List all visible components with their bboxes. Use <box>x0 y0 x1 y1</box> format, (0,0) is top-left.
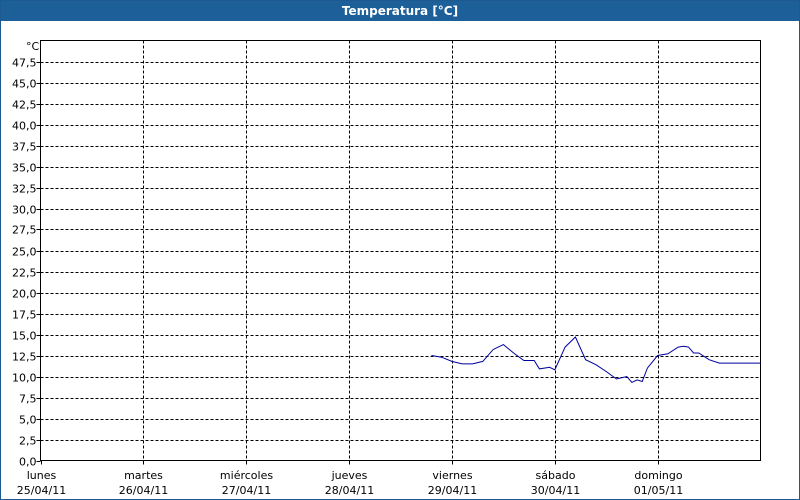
x-tick-date-label: 26/04/11 <box>119 484 168 497</box>
y-tick-label: 15,0 <box>12 330 37 343</box>
y-tick-label: 30,0 <box>12 204 37 217</box>
y-tick-label: 20,0 <box>12 288 37 301</box>
x-tick-date-label: 28/04/11 <box>325 484 374 497</box>
y-tick-label: 5,0 <box>19 414 37 427</box>
x-tick-day-label: miércoles <box>220 469 273 482</box>
y-tick-label: 40,0 <box>12 120 37 133</box>
x-tick-day-label: jueves <box>331 469 368 482</box>
y-tick-label: 12,5 <box>12 351 37 364</box>
y-tick-label: 7,5 <box>19 393 37 406</box>
y-tick-label: 37,5 <box>12 141 37 154</box>
y-axis-unit-label: °C <box>26 40 40 53</box>
x-tick-day-label: sábado <box>536 469 576 482</box>
x-tick-day-label: martes <box>124 469 163 482</box>
window-title: Temperatura [°C] <box>1 1 799 21</box>
x-tick-date-label: 27/04/11 <box>222 484 271 497</box>
grid-lines <box>40 40 761 461</box>
y-tick-label: 25,0 <box>12 246 37 259</box>
y-tick-label: 27,5 <box>12 224 37 237</box>
x-tick-day-label: viernes <box>432 469 472 482</box>
y-tick-label: 32,5 <box>12 183 37 196</box>
y-tick-label: 22,5 <box>12 267 37 280</box>
x-tick-date-label: 30/04/11 <box>531 484 580 497</box>
x-tick-day-label: lunes <box>27 469 57 482</box>
x-tick-day-label: domingo <box>634 469 682 482</box>
y-tick-label: 45,0 <box>12 78 37 91</box>
y-tick-label: 10,0 <box>12 372 37 385</box>
y-tick-label: 2,5 <box>19 435 37 448</box>
x-tick-date-label: 01/05/11 <box>634 484 683 497</box>
plot-area <box>40 40 761 461</box>
y-tick-label: 35,0 <box>12 162 37 175</box>
data-series <box>431 336 761 384</box>
x-tick-date-label: 29/04/11 <box>428 484 477 497</box>
y-tick-label: 0,0 <box>19 456 37 469</box>
x-tick-date-label: 25/04/11 <box>17 484 66 497</box>
y-tick-label: 47,5 <box>12 57 37 70</box>
x-axis-ticks: lunes 25/04/11 martes 26/04/11 miércoles 27/0… <box>17 460 683 497</box>
y-tick-label: 17,5 <box>12 309 37 322</box>
y-tick-label: 42,5 <box>12 99 37 112</box>
temperature-series-line <box>431 336 761 384</box>
y-axis-ticks: 0,0 2,5 5,0 7,5 10,0 12,5 15,0 17,5 20,0 22,5 25,0… <box>12 57 41 469</box>
